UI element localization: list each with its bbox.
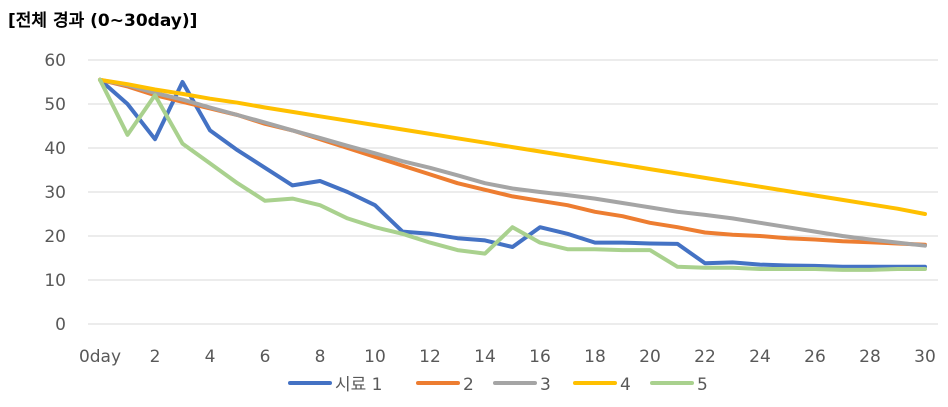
x-tick-label: 28: [859, 347, 881, 367]
y-tick-label: 30: [44, 183, 66, 203]
x-tick-label: 18: [584, 347, 606, 367]
y-tick-label: 20: [44, 227, 66, 247]
x-tick-label: 12: [419, 347, 441, 367]
series-line-1: [98, 77, 927, 269]
legend-label-3: 3: [540, 375, 551, 395]
x-tick-label: 8: [315, 347, 326, 367]
x-tick-label: 2: [150, 347, 161, 367]
x-tick-label: 24: [749, 347, 771, 367]
x-tick-label: 26: [804, 347, 826, 367]
x-tick-label: 22: [694, 347, 716, 367]
y-tick-label: 40: [44, 139, 66, 159]
legend-label-2: 2: [463, 375, 474, 395]
x-tick-label: 4: [205, 347, 216, 367]
y-tick-label: 0: [55, 315, 66, 335]
x-tick-label: 6: [260, 347, 271, 367]
y-tick-label: 50: [44, 95, 66, 115]
series-line-4: [98, 77, 927, 216]
series-line-2: [98, 77, 927, 247]
x-tick-label: 14: [474, 347, 496, 367]
x-axis-ticks: 0day 2 4 6 8 10 12 14 16 18 20 22 24 26 28 30: [79, 347, 936, 367]
x-tick-label: 16: [529, 347, 551, 367]
chart-title: [전체 경과 (0~30day)]: [8, 11, 198, 31]
series-line-3: [98, 77, 927, 248]
series-line-5: [98, 77, 927, 272]
legend-label-1: 시료 1: [335, 375, 383, 395]
y-tick-label: 10: [44, 271, 66, 291]
legend-label-5: 5: [697, 375, 708, 395]
x-tick-label: 20: [639, 347, 661, 367]
legend: 시료 1 2 3 4 5: [288, 375, 708, 395]
x-tick-label: 0day: [79, 347, 121, 367]
x-tick-label: 30: [914, 347, 936, 367]
x-tick-label: 10: [364, 347, 386, 367]
series-lines: [98, 77, 927, 272]
y-axis-ticks: 0 10 20 30 40 50 60: [44, 51, 66, 335]
y-tick-label: 60: [44, 51, 66, 71]
legend-label-4: 4: [620, 375, 631, 395]
